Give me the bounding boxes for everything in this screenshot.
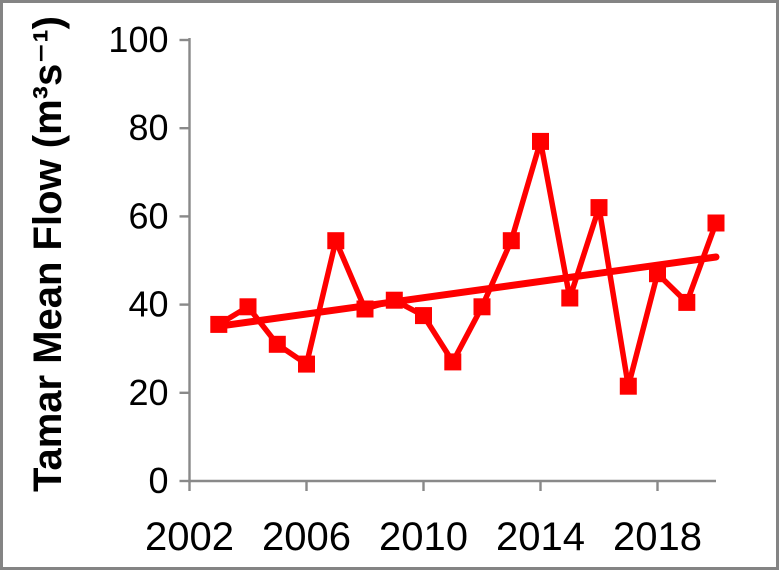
data-point-marker — [473, 298, 491, 316]
data-point-marker — [707, 214, 725, 232]
data-point-marker — [561, 289, 579, 307]
y-tick-label: 80 — [128, 107, 168, 148]
data-point-marker — [268, 335, 286, 353]
data-point-marker — [298, 355, 315, 373]
x-tick-label: 2014 — [496, 515, 585, 559]
x-tick-label: 2006 — [262, 515, 351, 559]
data-point-marker — [239, 298, 257, 316]
y-tick-label: 100 — [108, 19, 168, 60]
data-point-marker — [649, 265, 666, 283]
x-tick-label: 2002 — [145, 515, 234, 559]
x-tick-label: 2018 — [613, 515, 702, 559]
y-tick-label: 60 — [128, 195, 168, 236]
data-point-marker — [678, 293, 696, 311]
data-point-marker — [415, 307, 432, 325]
data-point-marker — [444, 353, 462, 371]
x-tick-label: 2010 — [379, 515, 468, 559]
tamar-mean-flow-line-chart: 0 20 40 60 80 100 2002 2006 2010 2014 2018 — [108, 19, 725, 559]
y-tick-label: 20 — [128, 372, 168, 413]
data-point-marker — [590, 199, 608, 217]
data-point-marker — [502, 232, 520, 250]
series-line — [216, 138, 719, 389]
data-point-marker — [532, 132, 549, 150]
trendline — [215, 253, 720, 330]
y-tick-label: 40 — [128, 284, 168, 325]
data-point-marker — [619, 377, 637, 395]
data-point-marker — [327, 232, 345, 250]
y-tick-label: 0 — [148, 460, 168, 501]
